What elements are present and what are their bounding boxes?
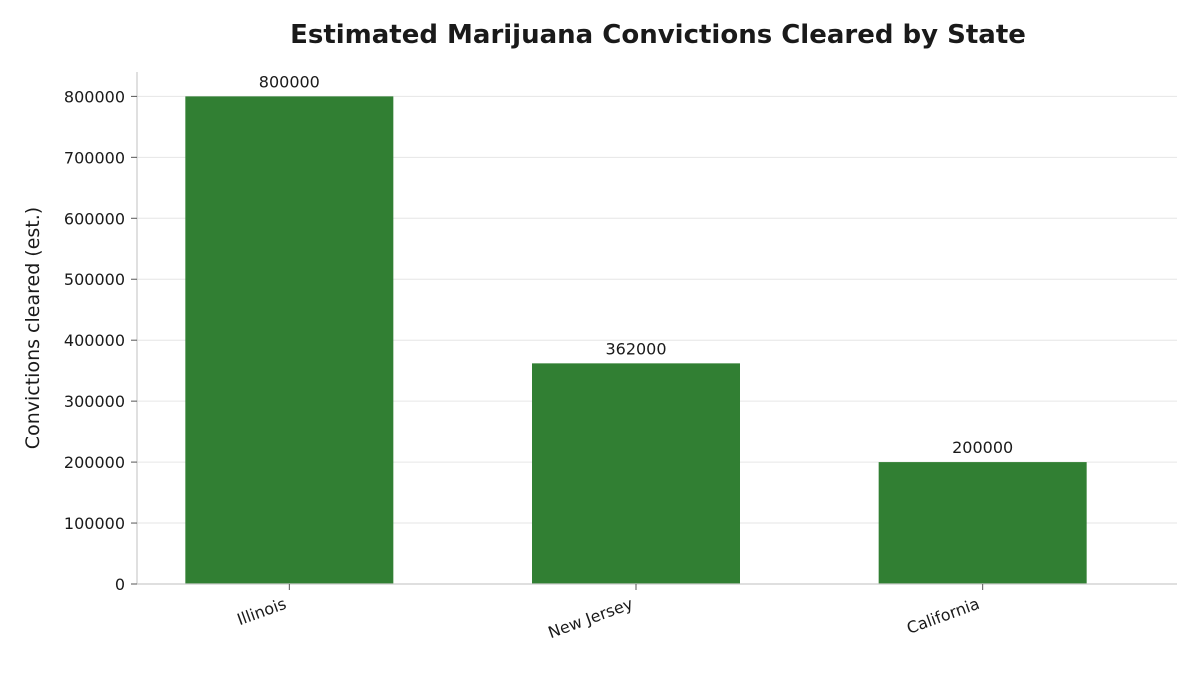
- x-tick-label: California: [904, 594, 982, 638]
- y-axis-label: Convictions cleared (est.): [22, 207, 44, 449]
- y-axis-ticks: 0 100000 200000 300000 400000 500000 600000 700…: [64, 87, 137, 594]
- y-tick-label: 600000: [64, 209, 125, 228]
- bar-new-jersey: [532, 363, 740, 584]
- y-tick-label: 200000: [64, 453, 125, 472]
- y-tick-label: 300000: [64, 392, 125, 411]
- data-label: 800000: [259, 72, 320, 91]
- x-tick-label: Illinois: [234, 594, 288, 629]
- bar-illinois: [185, 96, 394, 584]
- chart-title: Estimated Marijuana Convictions Cleared …: [290, 20, 1026, 50]
- y-tick-label: 500000: [64, 270, 125, 289]
- y-tick-label: 400000: [64, 331, 125, 350]
- y-tick-label: 800000: [64, 87, 125, 106]
- data-label: 362000: [605, 339, 666, 358]
- y-tick-label: 700000: [64, 148, 125, 167]
- data-label: 200000: [952, 438, 1013, 457]
- y-tick-label: 100000: [64, 514, 125, 533]
- data-labels: 800000 362000 200000: [259, 72, 1013, 457]
- bars: [185, 96, 1087, 584]
- bar-california: [878, 462, 1087, 584]
- y-tick-label: 0: [115, 575, 125, 594]
- x-tick-label: New Jersey: [545, 594, 635, 642]
- x-axis-ticks: Illinois New Jersey California: [234, 584, 984, 642]
